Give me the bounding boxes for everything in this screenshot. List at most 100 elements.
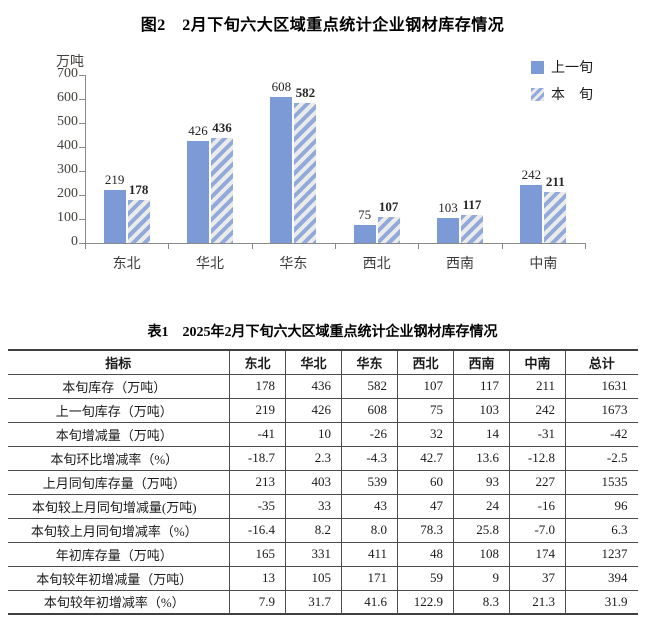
y-axis-tick (79, 99, 85, 100)
value-cell: 59 (397, 566, 454, 591)
value-cell: 108 (453, 542, 510, 567)
value-cell: 31.9 (565, 590, 638, 615)
y-axis-tick-label: 0 (71, 234, 78, 249)
y-axis-tick (79, 171, 85, 172)
table-row: 本旬增减量（万吨） -41 10 -26 32 14 -31 -42 (7, 422, 638, 447)
y-axis-tick-label: 600 (57, 90, 78, 105)
y-axis-tick-label: 500 (57, 114, 78, 129)
x-axis-tick (251, 244, 253, 249)
value-cell: 107 (397, 374, 454, 399)
column-header: 西南 (453, 350, 510, 375)
table-row: 本旬较上月同旬增减率（%） -16.4 8.2 8.0 78.3 25.8 -7.0 6.3 (7, 518, 638, 543)
value-cell: 6.3 (565, 518, 638, 543)
bar-value-label: 582 (295, 85, 316, 101)
legend-label: 本 旬 (551, 88, 593, 103)
value-cell: 178 (229, 374, 286, 399)
legend-item: 本 旬 (531, 84, 593, 104)
x-axis-tick (585, 244, 586, 249)
indicator-cell: 本旬较年初增减量（万吨） (7, 566, 230, 591)
indicator-cell: 本旬较上月同旬增减量(万吨) (7, 494, 230, 519)
value-cell: -12.8 (509, 446, 566, 471)
bar-previous-period (103, 190, 126, 243)
value-cell: 8.0 (341, 518, 398, 543)
y-axis-tick (79, 219, 85, 220)
bar-chart: 万吨 0 100 200 300 400 500 600 700 219 178 东北 426 436 华… (0, 35, 645, 305)
value-cell: 7.9 (229, 590, 286, 615)
value-cell: 608 (341, 398, 398, 423)
legend-swatch-solid-icon (531, 60, 544, 74)
indicator-cell: 上月同旬库存量（万吨） (7, 470, 230, 495)
bar-value-label: 219 (104, 172, 125, 188)
value-cell: 411 (341, 542, 398, 567)
column-header: 指标 (7, 350, 230, 375)
bar-previous-period (270, 97, 293, 243)
bar-value-label: 103 (438, 200, 458, 216)
bar-value-label: 178 (128, 182, 149, 198)
value-cell: 8.2 (285, 518, 342, 543)
value-cell: 426 (285, 398, 342, 423)
indicator-cell: 本旬库存（万吨） (7, 374, 230, 399)
value-cell: 227 (509, 470, 566, 495)
y-axis-line (85, 75, 86, 244)
bar-current-period (461, 214, 483, 243)
bar-value-label: 242 (521, 166, 542, 182)
column-header: 总计 (565, 350, 638, 375)
category-label: 东北 (112, 257, 141, 272)
bar-previous-period (520, 184, 543, 243)
value-cell: 171 (341, 566, 398, 591)
value-cell: 403 (285, 470, 342, 495)
column-header: 华北 (285, 350, 342, 375)
value-cell: 42.7 (397, 446, 454, 471)
y-axis-tick (79, 243, 85, 244)
value-cell: 1631 (565, 374, 638, 399)
column-header: 东北 (229, 350, 286, 375)
value-cell: 394 (565, 566, 638, 591)
bar-current-period (544, 192, 567, 243)
column-header: 华东 (341, 350, 398, 375)
column-header: 西北 (397, 350, 454, 375)
value-cell: 31.7 (285, 590, 342, 615)
value-cell: 13.6 (453, 446, 510, 471)
x-axis-tick (418, 244, 420, 249)
indicator-cell: 本旬环比增减率（%） (7, 446, 230, 471)
category-label: 华北 (196, 257, 224, 272)
value-cell: 21.3 (509, 590, 566, 615)
y-axis-tick (79, 123, 85, 124)
value-cell: 242 (509, 398, 566, 423)
category-label: 西南 (446, 257, 474, 272)
table-row: 本旬较年初增减量（万吨） 13 105 171 59 9 37 394 (7, 566, 638, 591)
table-title: 表1 2025年2月下旬六大区域重点统计企业钢材库存情况 (147, 325, 498, 340)
value-cell: -18.7 (229, 446, 286, 471)
value-cell: -42 (565, 422, 638, 447)
value-cell: 436 (285, 374, 342, 399)
category-label: 西北 (362, 257, 391, 272)
value-cell: 103 (453, 398, 510, 423)
value-cell: 41.6 (341, 590, 398, 615)
bar-value-label: 436 (212, 120, 232, 136)
indicator-cell: 上一旬库存（万吨） (7, 398, 230, 423)
bar-value-label: 117 (462, 196, 482, 212)
value-cell: 78.3 (397, 518, 454, 543)
value-cell: -2.5 (565, 446, 638, 471)
x-axis-tick (501, 244, 503, 249)
indicator-cell: 本旬较上月同旬增减率（%） (7, 518, 230, 543)
value-cell: 1237 (565, 542, 638, 567)
x-axis-tick (335, 244, 336, 249)
y-axis-tick-label: 700 (57, 66, 78, 81)
table-row: 本旬库存（万吨） 178 436 582 107 117 211 1631 (7, 374, 638, 399)
indicator-cell: 本旬较年初增减率（%） (7, 590, 230, 615)
value-cell: -16 (509, 494, 566, 519)
inventory-table: 指标 东北 华北 华东 西北 西南 中南 总计 本旬库存（万吨） 178 436 582 107 117… (7, 349, 638, 615)
chart-legend: 上一旬本 旬 (531, 57, 593, 111)
value-cell: 165 (229, 542, 286, 567)
y-axis-tick (79, 75, 85, 76)
value-cell: -4.3 (341, 446, 398, 471)
bar-value-label: 75 (358, 207, 372, 222)
x-axis-tick (168, 244, 170, 249)
bar-previous-period (187, 140, 209, 243)
y-axis-tick-label: 400 (57, 138, 78, 153)
bar-current-period (127, 200, 150, 243)
column-header: 中南 (509, 350, 566, 375)
table-header-row: 指标 东北 华北 华东 西北 西南 中南 总计 (7, 350, 638, 375)
legend-label: 上一旬 (551, 61, 593, 76)
